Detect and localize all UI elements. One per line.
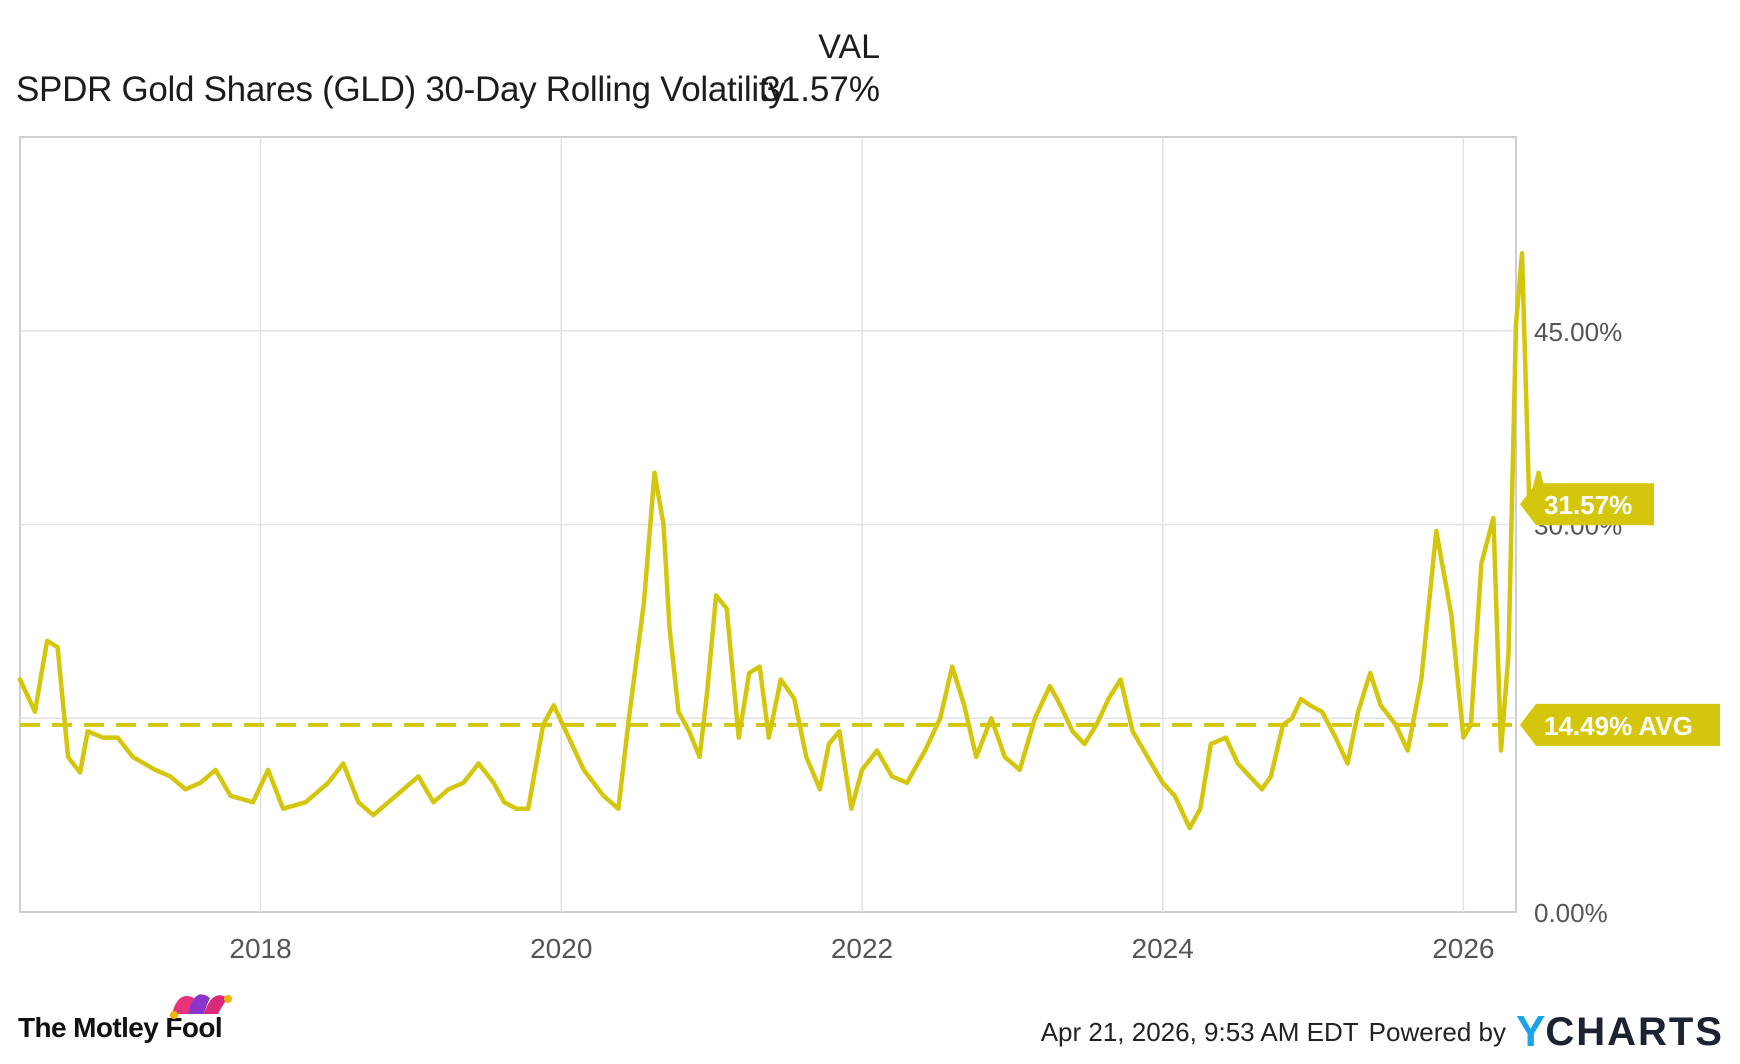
legend-header: VAL (818, 28, 880, 66)
volatility-chart: 201820202022202420260.00%15.00%30.00%45.… (17, 136, 1720, 964)
x-tick-label: 2024 (1132, 933, 1194, 964)
ycharts-logo-y: Y (1515, 1007, 1546, 1056)
x-tick-label: 2018 (229, 933, 291, 964)
footer-attribution: Apr 21, 2026, 9:53 AM EDT Powered by Y C… (1041, 1010, 1724, 1054)
jester-hat-icon (170, 994, 232, 1019)
legend-series-value: 31.57% (761, 70, 880, 109)
x-tick-label: 2022 (831, 933, 893, 964)
x-tick-label: 2026 (1432, 933, 1494, 964)
footer-powered-by: Powered by (1368, 1016, 1506, 1047)
current-value-tag (1520, 483, 1654, 526)
ycharts-logo: Y CHARTS (1516, 1010, 1724, 1054)
x-tick-label: 2020 (530, 933, 592, 964)
series-line (17, 251, 1549, 831)
y-tick-label: 45.00% (1534, 317, 1622, 347)
average-value-tag (1520, 703, 1720, 746)
motley-fool-logo: The Motley Fool (18, 1012, 223, 1043)
average-value-tag-label: 14.49% AVG (1544, 711, 1693, 741)
footer-timestamp: Apr 21, 2026, 9:53 AM EDT (1040, 1016, 1359, 1047)
y-tick-label: 0.00% (1534, 898, 1608, 928)
ycharts-logo-text: CHARTS (1545, 1010, 1724, 1054)
current-value-tag-label: 31.57% (1544, 490, 1632, 520)
legend-series-name: SPDR Gold Shares (GLD) 30-Day Rolling Vo… (16, 70, 786, 109)
